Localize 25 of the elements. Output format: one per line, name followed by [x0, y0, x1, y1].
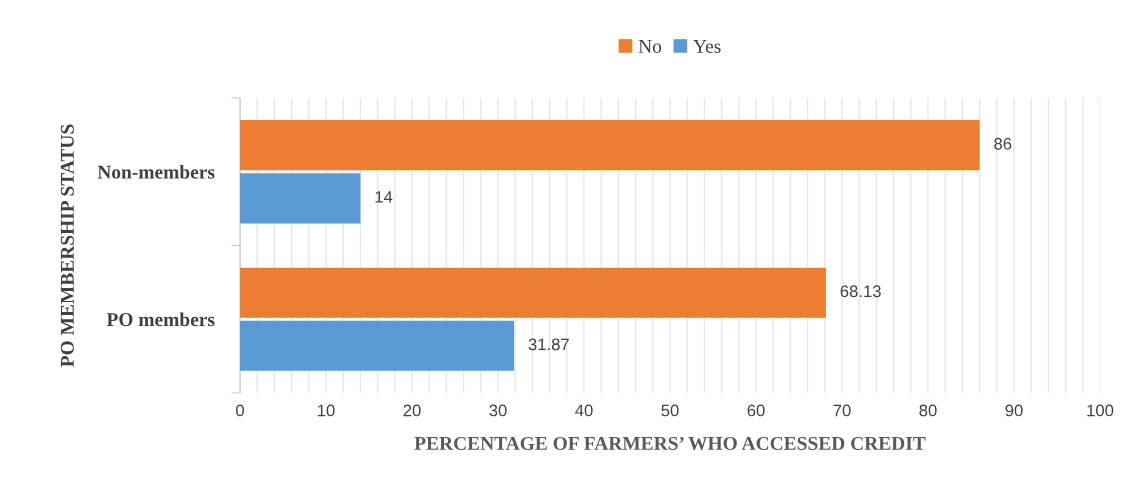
data-label: 31.87	[528, 338, 569, 351]
x-tick-label: 40	[575, 404, 593, 417]
x-tick-label: 80	[919, 404, 937, 417]
x-tick-label: 60	[747, 404, 765, 417]
bar	[240, 320, 515, 371]
x-tick-label: 70	[833, 404, 851, 417]
x-tick-label: 50	[661, 404, 679, 417]
data-label: 68.13	[840, 285, 881, 298]
bar	[240, 120, 980, 171]
y-tick-label: Non-members	[97, 165, 215, 179]
data-label: 86	[994, 137, 1012, 150]
x-tick-label: 90	[1005, 404, 1023, 417]
bar	[240, 267, 826, 318]
bar	[240, 173, 361, 224]
legend-label: No	[638, 40, 662, 53]
x-tick-label: 10	[318, 404, 335, 417]
x-tick-label: 0	[236, 404, 244, 417]
x-tick-label: 100	[1087, 404, 1114, 417]
data-label: 14	[375, 191, 393, 203]
legend-label: Yes	[693, 40, 721, 53]
y-axis-title: PO MEMBERSHIP STATUS	[60, 124, 74, 367]
x-tick-label: 30	[489, 404, 507, 417]
x-axis-title: PERCENTAGE OF FARMERS’ WHO ACCESSED CREDIT	[414, 436, 926, 451]
y-tick-label: PO members	[106, 312, 215, 327]
x-tick-label: 20	[403, 404, 421, 417]
